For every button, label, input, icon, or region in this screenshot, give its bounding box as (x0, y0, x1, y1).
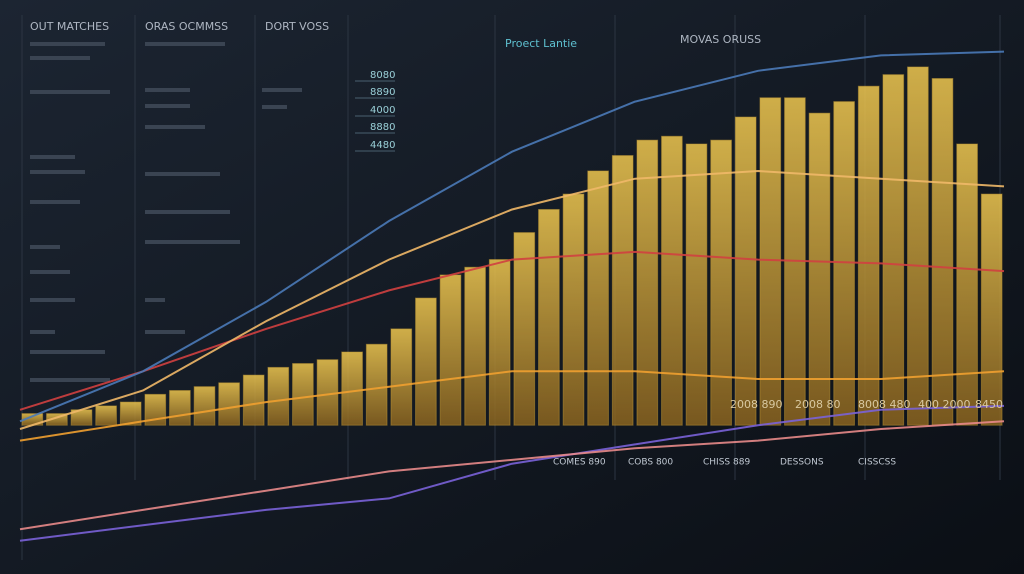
header: OUT MATCHES (30, 20, 109, 33)
bar (513, 232, 536, 426)
scale-label: 8080 (370, 70, 395, 81)
bar (734, 116, 757, 426)
bar (341, 351, 363, 426)
value-note: 2008 890 (730, 398, 783, 411)
bar (931, 78, 954, 426)
column-label: COBS 800 (628, 458, 673, 468)
header: ORAS OCMMSS (145, 20, 228, 33)
value-note: 8450 (975, 398, 1003, 411)
bar (907, 66, 929, 426)
trend-line (19, 50, 1005, 423)
bar (808, 112, 831, 426)
column-label: CISSCSS (858, 458, 896, 468)
header: DORT VOSS (265, 20, 329, 33)
bar (956, 143, 978, 426)
bar (661, 135, 683, 426)
bar (587, 170, 609, 426)
bar (169, 390, 191, 426)
trend-line (19, 250, 1005, 411)
value-note: 400 2000 (918, 398, 971, 411)
scale-label: 8890 (370, 87, 395, 98)
bar (144, 393, 167, 426)
scale-label: 4000 (370, 105, 395, 116)
bar (710, 139, 732, 426)
bar (292, 363, 314, 426)
column-label: CHISS 889 (703, 458, 750, 468)
trend-line (19, 370, 1005, 442)
bar (218, 382, 240, 426)
bar (119, 401, 142, 426)
value-note: 8008 480 (858, 398, 911, 411)
bar (46, 413, 68, 426)
bar (882, 74, 905, 426)
value-note: 2008 80 (795, 398, 841, 411)
trend-line (19, 169, 1005, 430)
bar (390, 328, 413, 426)
bar (242, 374, 265, 426)
bar (464, 266, 486, 426)
bar (365, 343, 388, 426)
bar (95, 405, 117, 426)
bar (538, 208, 560, 426)
bar (193, 386, 216, 426)
trend-line (19, 420, 1005, 531)
bar (316, 359, 339, 426)
chart-subtitle: Proect Lantie (505, 37, 577, 50)
bar (636, 139, 659, 426)
bar (685, 143, 708, 426)
column-label: DESSONS (780, 458, 824, 468)
text-placeholders (30, 42, 302, 382)
bar (980, 193, 1003, 426)
chart-title: MOVAS ORUSS (680, 33, 761, 46)
scale-label: 4480 (370, 140, 395, 151)
bar (267, 366, 290, 426)
bar (759, 97, 782, 426)
bar (488, 259, 511, 426)
trend-line (19, 404, 1005, 542)
bar (439, 274, 462, 426)
scale-label: 8880 (370, 122, 395, 133)
bar (562, 193, 585, 426)
bar (857, 85, 880, 426)
column-label: COMES 890 (553, 458, 606, 468)
bar (611, 155, 634, 426)
bar (415, 297, 437, 426)
